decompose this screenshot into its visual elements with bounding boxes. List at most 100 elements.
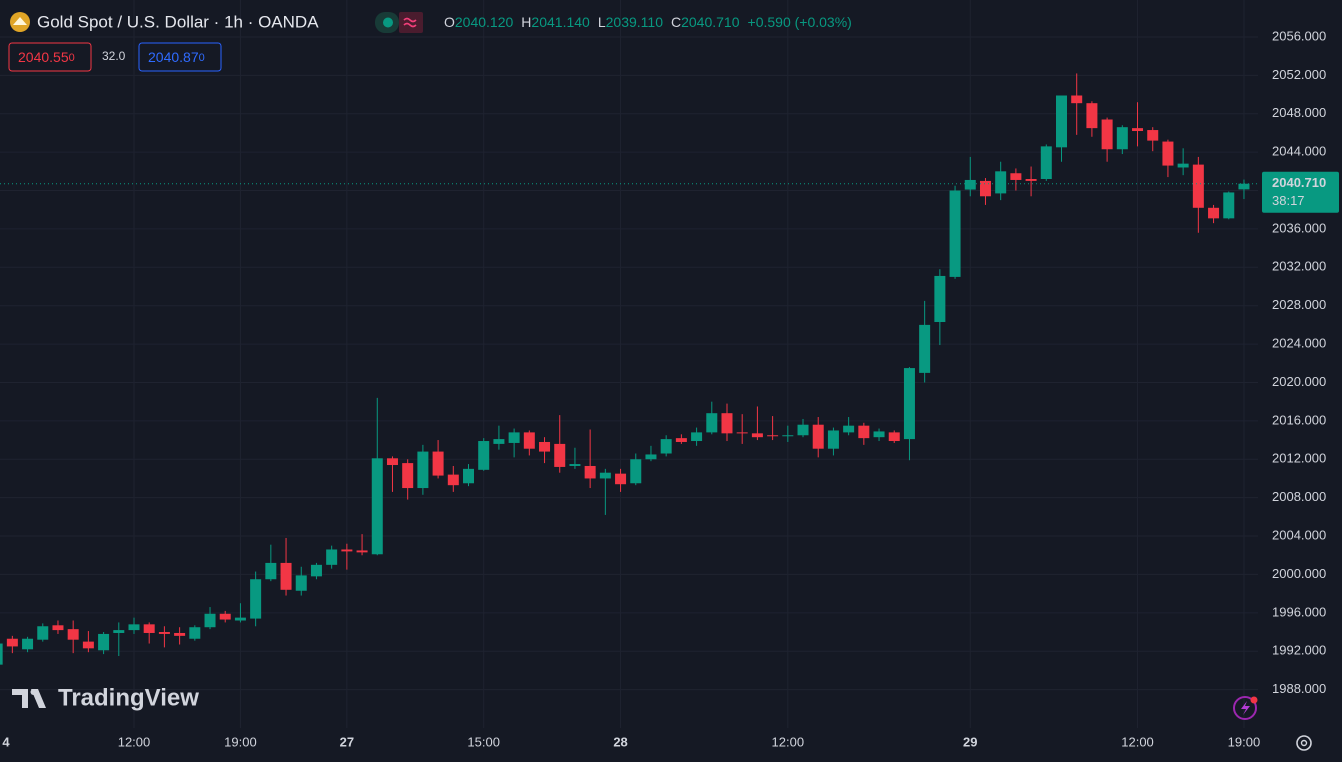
watermark: TradingView [58,684,199,711]
candle-body [630,459,642,484]
x-tick-label: 12:00 [118,734,151,749]
candle-body [873,431,885,438]
sell-price-main: 2040.55 [18,49,69,65]
y-tick-label: 2012.000 [1272,451,1326,466]
candle-body [82,641,94,649]
y-tick-label: 2024.000 [1272,336,1326,351]
candle-body [1101,119,1113,150]
candle-body [386,458,398,466]
x-tick-label: 29 [963,734,977,749]
candle-body [0,643,3,665]
candle-body [493,439,505,444]
candle-body [250,579,262,619]
candles [0,73,1258,665]
candle-body [903,368,915,440]
candle-body [1177,163,1189,168]
sell-price-pip: 0 [69,52,75,64]
ohlc: O2040.120 H2041.140 L2039.110 C2040.710 +0.5… [444,14,852,30]
alert-badge [1250,696,1258,704]
candle-body [934,275,946,323]
logo [12,689,46,708]
candle-body [204,613,216,628]
candle-body [660,439,672,454]
candle-body [326,549,338,565]
candle-body [6,638,18,647]
alert-icon[interactable] [1233,696,1257,720]
candle-body [113,630,125,633]
settings-icon-center [1300,739,1308,747]
ohlc-value: 2039.110 [606,14,664,30]
candle-body [812,424,824,449]
candle-body [1132,128,1144,132]
candle-body [295,575,307,591]
symbol-title: Gold Spot / U.S. Dollar · 1h · OANDA [37,12,319,31]
buy-price: 2040.870 [148,49,205,65]
x-tick-label: 28 [613,734,627,749]
candle-body [402,463,414,489]
last-price-box [1262,171,1339,213]
candle-body [782,435,794,437]
candle-body [1192,164,1204,208]
x-tick-label: 4 [2,734,10,749]
candle-body [1208,207,1220,219]
ohlc-value: 2040.120 [455,14,514,30]
candle-body [280,562,292,590]
candle-body [919,324,931,373]
candle-body [1116,127,1128,150]
x-tick-label: 19:00 [1228,734,1261,749]
ohlc-value: 2040.710 [681,14,740,30]
y-tick-label: 2028.000 [1272,297,1326,312]
y-tick-label: 2020.000 [1272,374,1326,389]
ohlc-key: H [521,14,531,30]
candle-body [37,626,49,640]
buy-button[interactable] [138,42,222,72]
candle-body [751,433,763,438]
candle-body [219,613,231,620]
logo-dot [30,689,37,695]
y-tick-label: 2000.000 [1272,566,1326,581]
candle-body [158,632,170,634]
candle-body [523,432,535,449]
settings-icon[interactable] [1296,735,1312,751]
candle-body [569,464,581,466]
alert-bolt [1241,701,1250,715]
candle-body [736,432,748,434]
toggle-right[interactable] [399,12,423,33]
last-price-label: 2040.710 [1272,175,1326,190]
y-tick-label: 1992.000 [1272,643,1326,658]
y-tick-label: 2004.000 [1272,527,1326,542]
sell-price: 2040.550 [18,49,75,65]
candle-body [554,443,566,467]
candle-body [67,629,79,640]
countdown: 38:17 [1272,193,1305,208]
candle-body [417,451,429,489]
candle-body [143,624,155,633]
candle-body [767,435,779,437]
candle-body [356,550,368,553]
candle-body [189,627,201,639]
ohlc-key: O [444,14,455,30]
sell-button[interactable] [8,42,92,72]
candle-body [675,438,687,442]
candle-body [478,441,490,470]
y-tick-label: 2056.000 [1272,28,1326,43]
candle-body [310,564,322,577]
candle-body [128,624,140,631]
y-tick-label: 2048.000 [1272,105,1326,120]
y-tick-label: 1996.000 [1272,604,1326,619]
status-dot [383,17,393,28]
spread: 32.0 [102,49,126,63]
candle-body [1056,95,1067,148]
x-tick-label: 27 [340,734,354,749]
y-tick-label: 2016.000 [1272,412,1326,427]
candle-body [949,190,961,277]
candle-body [1010,173,1022,180]
candle-body [371,458,383,555]
ohlc-key: C [671,14,681,30]
x-tick-label: 12:00 [772,734,805,749]
ohlc-value: 2041.140 [531,14,590,30]
candle-body [98,633,110,651]
y-tick-label: 2008.000 [1272,489,1326,504]
y-tick-label: 2032.000 [1272,259,1326,274]
ohlc-key: L [598,14,606,30]
